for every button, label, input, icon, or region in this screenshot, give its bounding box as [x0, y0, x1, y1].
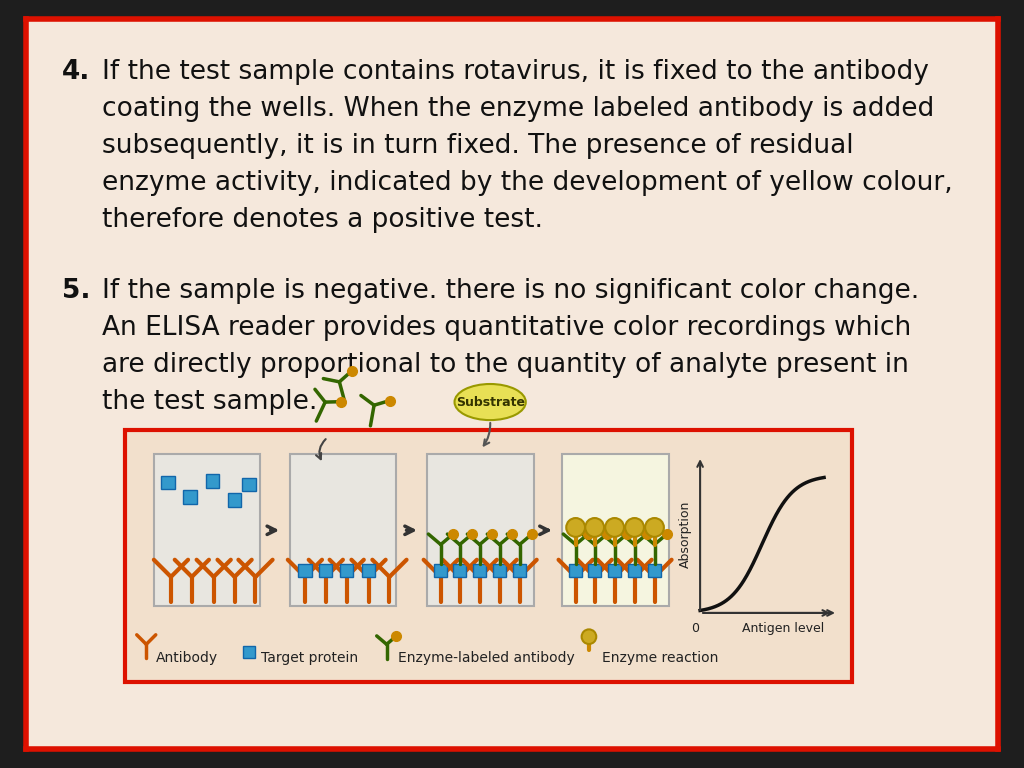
- Bar: [628, 564, 641, 577]
- Text: Antigen level: Antigen level: [741, 621, 824, 634]
- Text: If the test sample contains rotavirus, it is fixed to the antibody
coating the w: If the test sample contains rotavirus, i…: [101, 59, 952, 233]
- Bar: [290, 455, 396, 606]
- Circle shape: [566, 518, 585, 537]
- Bar: [183, 491, 197, 504]
- Bar: [493, 564, 506, 577]
- Bar: [473, 564, 486, 577]
- Text: 0: 0: [691, 621, 699, 634]
- Text: Antibody: Antibody: [156, 651, 218, 665]
- Bar: [453, 564, 466, 577]
- Circle shape: [605, 518, 624, 537]
- Bar: [162, 476, 175, 489]
- Bar: [243, 646, 255, 657]
- Bar: [562, 455, 669, 606]
- Bar: [427, 455, 534, 606]
- Text: If the sample is negative. there is no significant color change.
An ELISA reader: If the sample is negative. there is no s…: [101, 277, 919, 415]
- Circle shape: [625, 518, 644, 537]
- Bar: [298, 564, 311, 577]
- Bar: [434, 564, 447, 577]
- Bar: [340, 564, 353, 577]
- Circle shape: [586, 518, 604, 537]
- Text: 5.: 5.: [61, 277, 90, 303]
- Bar: [228, 493, 242, 507]
- Text: 4.: 4.: [61, 59, 90, 85]
- Bar: [154, 455, 260, 606]
- Circle shape: [645, 518, 664, 537]
- Bar: [588, 564, 601, 577]
- Bar: [206, 475, 219, 488]
- Text: Enzyme-labeled antibody: Enzyme-labeled antibody: [398, 651, 574, 665]
- Circle shape: [582, 630, 596, 644]
- Ellipse shape: [455, 384, 525, 420]
- Bar: [569, 564, 583, 577]
- Bar: [243, 478, 256, 492]
- Bar: [319, 564, 333, 577]
- Text: Enzyme reaction: Enzyme reaction: [602, 651, 719, 665]
- Text: Target protein: Target protein: [261, 651, 358, 665]
- Bar: [608, 564, 622, 577]
- Text: Substrate: Substrate: [456, 396, 524, 409]
- Bar: [361, 564, 375, 577]
- Bar: [125, 429, 852, 682]
- Bar: [513, 564, 526, 577]
- Text: Absorption: Absorption: [679, 501, 692, 568]
- Bar: [648, 564, 662, 577]
